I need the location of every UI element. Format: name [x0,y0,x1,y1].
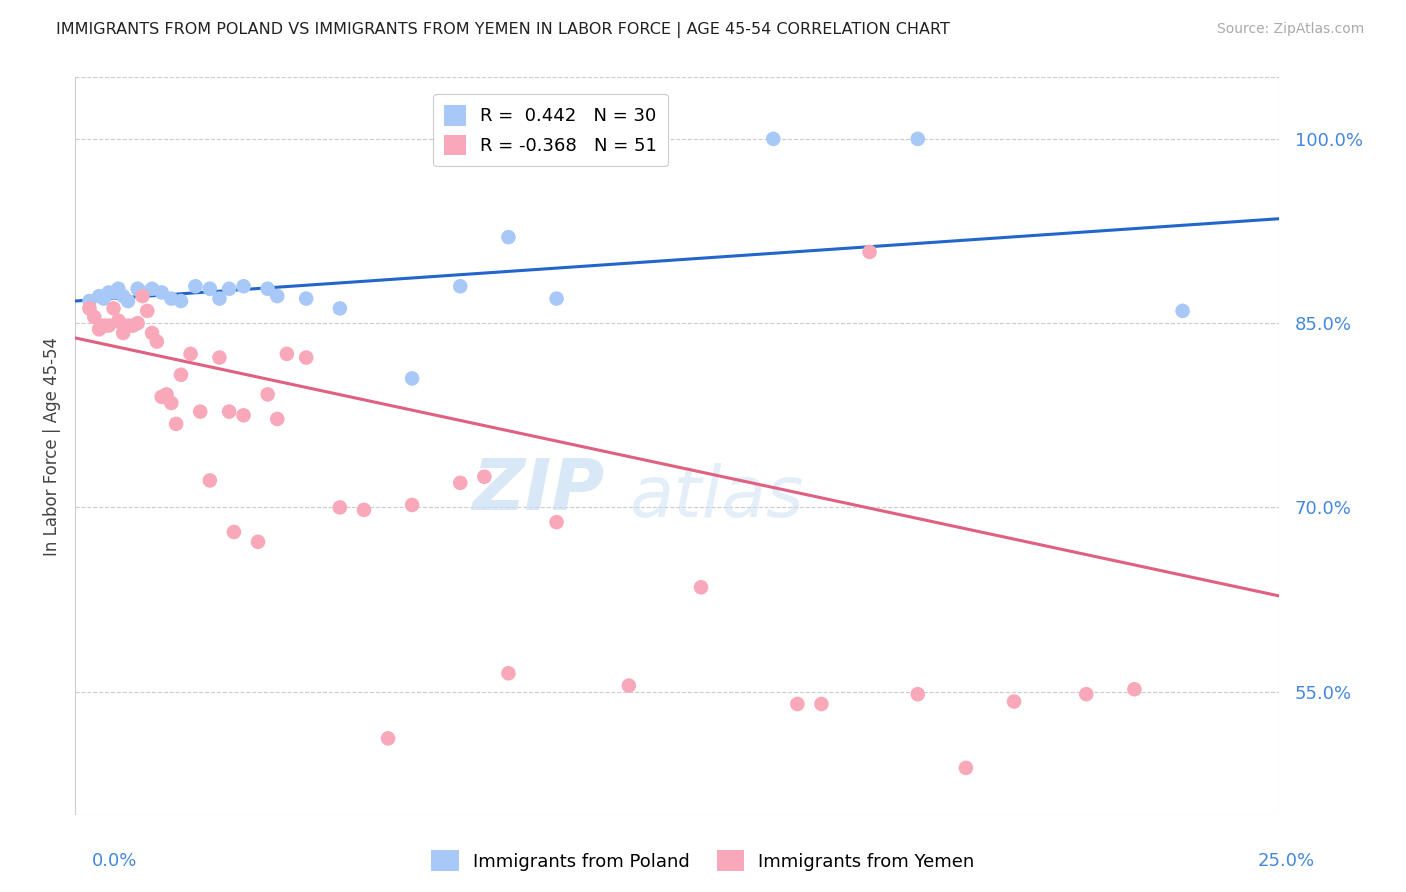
Point [127,316,149,330]
Point [256,282,278,296]
Point [232,279,254,293]
Point [117,318,139,333]
Point [141,326,163,340]
Text: 0.0%: 0.0% [91,852,136,870]
Point [208,351,231,365]
Point [546,515,568,529]
Point [160,396,183,410]
Point [401,371,423,385]
Point [295,351,318,365]
Point [150,285,173,300]
Point [218,282,240,296]
Legend: Immigrants from Poland, Immigrants from Yemen: Immigrants from Poland, Immigrants from … [425,843,981,879]
Point [247,534,270,549]
Point [93,292,115,306]
Point [858,244,880,259]
Point [112,326,135,340]
Point [93,318,115,333]
Point [170,368,193,382]
Point [141,282,163,296]
Point [83,310,105,324]
Point [1123,682,1146,697]
Point [97,318,120,333]
Point [79,293,101,308]
Point [377,731,399,746]
Point [155,387,177,401]
Point [218,404,240,418]
Point [449,279,471,293]
Point [472,469,495,483]
Point [198,474,221,488]
Text: Source: ZipAtlas.com: Source: ZipAtlas.com [1216,22,1364,37]
Point [353,503,375,517]
Point [401,498,423,512]
Point [136,303,159,318]
Point [762,132,785,146]
Point [131,289,153,303]
Point [256,387,278,401]
Point [329,500,352,515]
Point [498,230,520,244]
Point [907,687,929,701]
Text: 25.0%: 25.0% [1257,852,1315,870]
Point [184,279,207,293]
Point [165,417,187,431]
Text: ZIP: ZIP [472,456,605,524]
Point [127,282,149,296]
Point [1002,694,1025,708]
Point [222,524,245,539]
Point [121,318,143,333]
Point [103,301,125,316]
Text: atlas: atlas [628,463,803,533]
Point [295,292,318,306]
Point [103,285,125,300]
Point [907,132,929,146]
Point [276,347,298,361]
Point [117,293,139,308]
Legend: R =  0.442   N = 30, R = -0.368   N = 51: R = 0.442 N = 30, R = -0.368 N = 51 [433,94,668,166]
Point [146,334,169,349]
Point [955,761,977,775]
Point [97,285,120,300]
Point [810,697,832,711]
Point [170,293,193,308]
Point [112,318,135,333]
Point [498,666,520,681]
Point [112,289,135,303]
Y-axis label: In Labor Force | Age 45-54: In Labor Force | Age 45-54 [44,336,60,556]
Point [87,322,110,336]
Point [449,475,471,490]
Point [160,292,183,306]
Point [546,292,568,306]
Point [150,390,173,404]
Point [329,301,352,316]
Point [131,285,153,300]
Point [107,282,129,296]
Point [617,679,640,693]
Point [690,580,713,594]
Point [188,404,211,418]
Point [786,697,808,711]
Point [180,347,202,361]
Point [87,289,110,303]
Point [266,289,288,303]
Point [198,282,221,296]
Point [1171,303,1194,318]
Point [107,314,129,328]
Point [1076,687,1098,701]
Point [232,409,254,423]
Text: IMMIGRANTS FROM POLAND VS IMMIGRANTS FROM YEMEN IN LABOR FORCE | AGE 45-54 CORRE: IMMIGRANTS FROM POLAND VS IMMIGRANTS FRO… [56,22,950,38]
Point [266,412,288,426]
Point [208,292,231,306]
Point [79,301,101,316]
